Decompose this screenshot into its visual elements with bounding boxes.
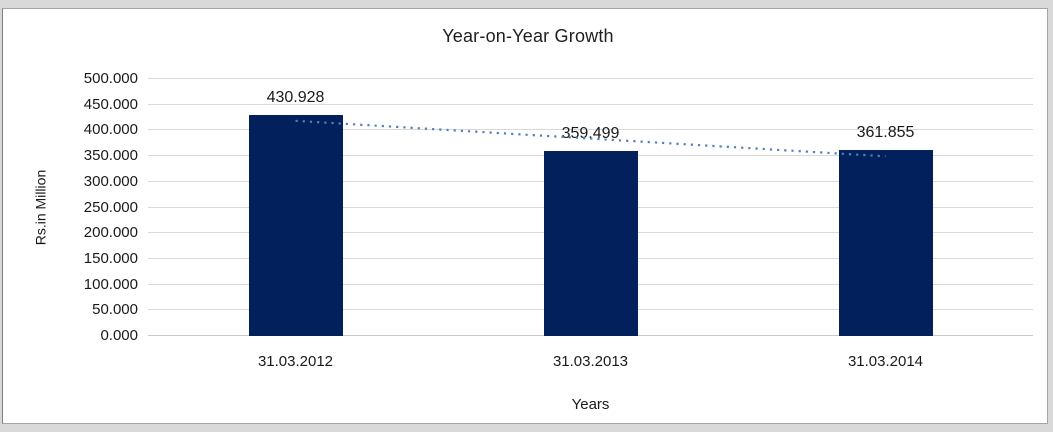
data-label: 361.855	[856, 124, 915, 141]
y-tick-label: 350.000	[83, 147, 138, 165]
gridline	[148, 103, 1033, 105]
y-tick-label: 250.000	[83, 198, 138, 216]
gridline	[148, 78, 1033, 79]
chart-title: Year-on-Year Growth	[442, 26, 614, 46]
y-tick-label: 200.000	[83, 224, 138, 242]
bar-31.03.2013	[543, 151, 638, 336]
y-tick-label: 450.000	[83, 95, 138, 113]
y-tick-label: 100.000	[83, 275, 138, 293]
trendline	[295, 119, 886, 158]
x-axis-title: Years	[571, 396, 610, 413]
plot-area: 0.000 50.000 100.000 150.000 200.000 250.000 3…	[84, 70, 1033, 370]
x-tick-label: 31.03.2013	[552, 353, 629, 370]
y-tick-label: 500.000	[83, 70, 138, 87]
y-tick-label: 0.000	[100, 327, 138, 344]
x-tick-label: 31.03.2012	[257, 353, 334, 370]
chart-area: Year-on-Year Growth Rs.in Million 0.000 5…	[2, 8, 1048, 424]
gridline	[148, 129, 1033, 131]
y-tick-label: 50.000	[92, 301, 138, 319]
data-label: 430.928	[266, 88, 325, 106]
y-tick-label: 400.000	[83, 121, 138, 139]
x-tick-label: 31.03.2014	[847, 353, 924, 370]
y-tick-label: 300.000	[83, 172, 138, 190]
bar-31.03.2014	[838, 150, 933, 336]
y-tick-label: 150.000	[83, 249, 138, 267]
bar-31.03.2012	[248, 114, 343, 336]
